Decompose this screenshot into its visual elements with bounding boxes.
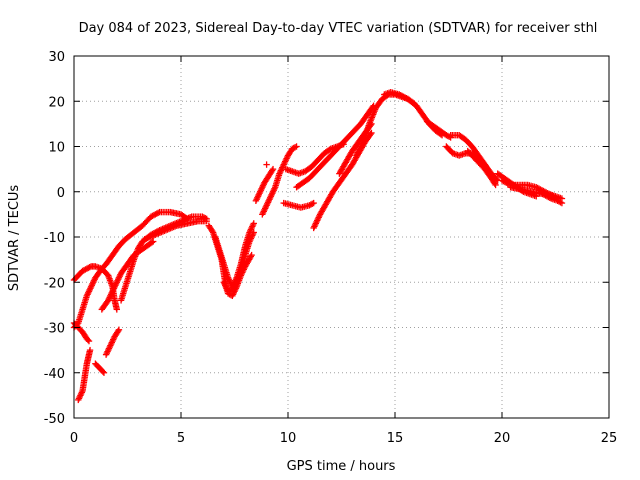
series-arc-m [252, 165, 277, 204]
x-tick-label: 0 [70, 431, 78, 446]
y-tick-label: -40 [44, 367, 65, 382]
series-arc-w [423, 118, 454, 141]
axis-ticks: 0 5 10 15 20 25 -50 -40 -30 -20 -10 0 10 20 30 [44, 50, 618, 446]
data-point [250, 229, 257, 236]
data-point [209, 227, 216, 235]
data-point [232, 280, 239, 287]
data-point [247, 253, 255, 260]
data-point [268, 167, 276, 174]
data-points [70, 89, 566, 404]
series-arc-c [70, 319, 93, 345]
data-point [293, 143, 300, 150]
y-axis-label: SDTVAR / TECUs [7, 185, 22, 292]
chart-title: Day 084 of 2023, Sidereal Day-to-day VTE… [79, 21, 598, 36]
data-point [269, 165, 277, 173]
data-point [505, 181, 513, 188]
y-tick-label: -50 [44, 412, 65, 427]
data-point [203, 217, 210, 225]
series-arc-o [263, 161, 270, 168]
data-point [309, 200, 316, 208]
y-tick-label: 0 [57, 186, 65, 201]
series-arc-p [280, 199, 317, 211]
series-arc-ad [545, 190, 566, 202]
data-point [326, 146, 333, 153]
x-tick-label: 20 [494, 431, 511, 446]
y-tick-label: -20 [44, 276, 65, 291]
y-tick-label: 30 [48, 50, 65, 65]
data-point [149, 238, 157, 245]
data-point [99, 368, 107, 375]
series-arc-f [102, 326, 123, 358]
data-point [100, 369, 108, 376]
series-arc-d [75, 346, 94, 404]
series-arc-e [92, 360, 108, 376]
series-arc-l [220, 229, 257, 295]
data-point [310, 199, 317, 207]
data-point [263, 161, 270, 168]
series-arc-q [282, 141, 347, 177]
data-point [248, 251, 255, 259]
data-point [114, 327, 122, 335]
y-tick-label: -30 [44, 322, 65, 337]
data-point [558, 195, 566, 202]
data-point [86, 263, 93, 271]
data-point [113, 306, 120, 313]
series-arc-n [259, 143, 300, 218]
x-tick-label: 5 [177, 431, 185, 446]
x-axis-label: GPS time / hours [287, 459, 396, 474]
data-point [148, 239, 156, 246]
series-arc-i [141, 217, 210, 243]
y-tick-label: 20 [48, 95, 65, 110]
series-arc-k [212, 220, 257, 290]
x-tick-label: 10 [280, 431, 297, 446]
x-tick-label: 25 [601, 431, 618, 446]
y-tick-label: 10 [48, 141, 65, 156]
data-point [85, 337, 93, 345]
data-point [115, 326, 123, 333]
data-point [291, 144, 299, 151]
data-point [86, 346, 94, 354]
grid-lines [74, 56, 609, 418]
data-point [491, 180, 498, 187]
data-point [154, 209, 162, 217]
series-arc-h [117, 213, 210, 304]
data-point [492, 181, 499, 189]
x-tick-label: 15 [387, 431, 404, 446]
y-tick-label: -10 [44, 231, 65, 246]
data-point [250, 220, 257, 227]
series-arc-z [464, 147, 499, 189]
data-point [84, 336, 92, 344]
data-point [368, 129, 375, 137]
